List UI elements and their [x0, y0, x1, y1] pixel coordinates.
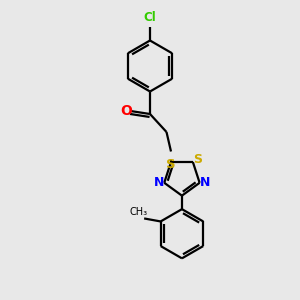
- Text: CH₃: CH₃: [130, 207, 148, 217]
- Text: N: N: [200, 176, 210, 189]
- Text: S: S: [166, 158, 176, 171]
- Text: O: O: [120, 104, 132, 118]
- Text: N: N: [154, 176, 164, 189]
- Text: S: S: [193, 153, 202, 166]
- Text: Cl: Cl: [144, 11, 156, 24]
